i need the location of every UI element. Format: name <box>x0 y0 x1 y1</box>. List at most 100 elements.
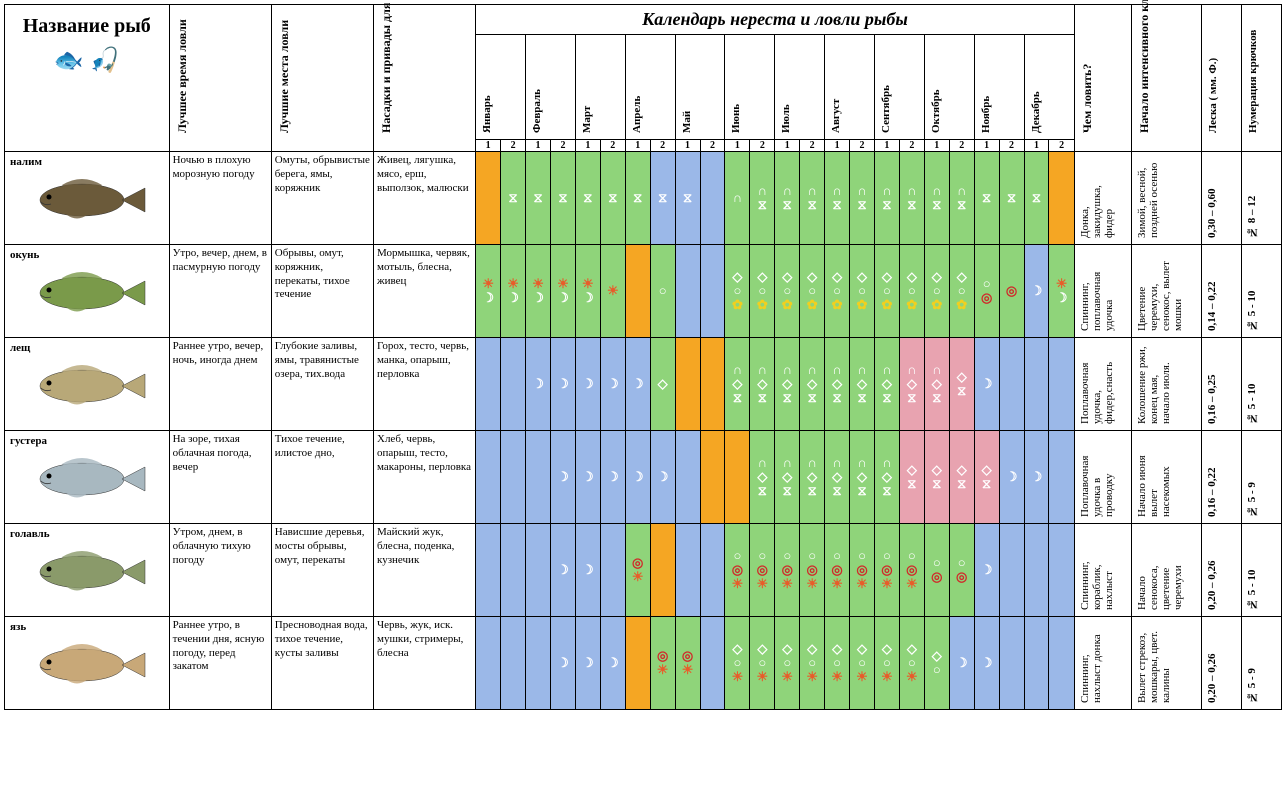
calendar-cell: ○◎☀ <box>800 524 825 617</box>
calendar-cell: ◇⧖ <box>949 338 974 431</box>
hourglass-icon: ⧖ <box>800 391 824 405</box>
calendar-cell: ◇○☀ <box>800 617 825 710</box>
moon-icon: ☽ <box>551 470 575 484</box>
half-month-header: 2 <box>999 140 1024 152</box>
moon-icon: ☽ <box>551 291 575 305</box>
text-cell-bait: Горох, тесто, червь, манка, опарыш, перл… <box>374 338 476 431</box>
col-line: Леска ( мм. Ф.) <box>1201 5 1241 152</box>
hourglass-icon: ⧖ <box>775 198 799 212</box>
arch-icon: ∩ <box>750 363 774 377</box>
diamond-icon: ◇ <box>850 642 874 656</box>
calendar-cell: ☀☽ <box>476 245 501 338</box>
text-cell-best_time: Раннее утро, вечер, ночь, иногда днем <box>169 338 271 431</box>
hourglass-icon: ⧖ <box>925 391 949 405</box>
diamond-icon: ◇ <box>850 377 874 391</box>
tail-cell-hooks: № 5 - 9 <box>1241 431 1281 524</box>
diamond-icon: ◇ <box>875 470 899 484</box>
calendar-cell: ∩⧖ <box>924 152 949 245</box>
month-header: Январь <box>476 35 526 140</box>
arch-icon: ∩ <box>850 456 874 470</box>
circle-icon: ○ <box>775 284 799 298</box>
calendar-cell <box>1024 524 1049 617</box>
text-cell-best_time: Утром, днем, в облачную тихую погоду <box>169 524 271 617</box>
moon-icon: ☽ <box>551 563 575 577</box>
flower-icon: ✿ <box>725 298 749 312</box>
flower-icon: ✿ <box>925 298 949 312</box>
flower-icon: ✿ <box>775 298 799 312</box>
calendar-cell: ◇○✿ <box>924 245 949 338</box>
hourglass-icon: ⧖ <box>750 198 774 212</box>
calendar-title: Календарь нереста и ловли рыбы <box>476 5 1075 35</box>
tail-cell-intensive: Колошение ржи, конец мая, начало июля. <box>1132 338 1202 431</box>
calendar-cell: ∩◇⧖ <box>850 431 875 524</box>
tail-cell-tackle: Донка, закидушка, фидер <box>1074 152 1131 245</box>
tail-cell-tackle: Спиннинг, нахлыст донка <box>1074 617 1131 710</box>
diamond-icon: ◇ <box>775 377 799 391</box>
diamond-icon: ◇ <box>800 270 824 284</box>
moon-icon: ☽ <box>1049 291 1073 305</box>
sun-icon: ☀ <box>1049 277 1073 291</box>
calendar-cell <box>1049 617 1074 710</box>
col-best-time: Лучшее время ловли <box>169 5 271 152</box>
text-cell-bait: Майский жук, блесна, поденка, кузнечик <box>374 524 476 617</box>
fish-name-cell: налим <box>5 152 170 245</box>
calendar-cell: ☽ <box>550 524 575 617</box>
target-icon: ◎ <box>850 563 874 577</box>
calendar-cell <box>675 338 700 431</box>
sun-icon: ☀ <box>626 570 650 584</box>
hourglass-icon: ⧖ <box>850 391 874 405</box>
diamond-icon: ◇ <box>900 270 924 284</box>
circle-icon: ○ <box>875 549 899 563</box>
calendar-cell: ◇○☀ <box>825 617 850 710</box>
calendar-cell: ☽ <box>625 338 650 431</box>
text-cell-best_place: Тихое течение, илистое дно, <box>271 431 373 524</box>
half-month-header: 2 <box>600 140 625 152</box>
sun-icon: ☀ <box>501 277 525 291</box>
hourglass-icon: ⧖ <box>900 477 924 491</box>
arch-icon: ∩ <box>875 184 899 198</box>
diamond-icon: ◇ <box>975 463 999 477</box>
fish-name-cell: окунь <box>5 245 170 338</box>
fish-row: язь Раннее утро, в течении дня, ясную по… <box>5 617 1282 710</box>
circle-icon: ○ <box>925 663 949 677</box>
calendar-cell: ∩◇⧖ <box>775 338 800 431</box>
calendar-cell <box>1049 152 1074 245</box>
month-header: Апрель <box>625 35 675 140</box>
calendar-cell: ∩◇⧖ <box>924 338 949 431</box>
calendar-cell: ◇○✿ <box>949 245 974 338</box>
month-header: Октябрь <box>924 35 974 140</box>
calendar-cell: ◇○☀ <box>874 617 899 710</box>
flower-icon: ✿ <box>900 298 924 312</box>
calendar-cell: ☀ <box>600 245 625 338</box>
diamond-icon: ◇ <box>925 463 949 477</box>
sun-icon: ☀ <box>900 670 924 684</box>
diamond-icon: ◇ <box>800 642 824 656</box>
diamond-icon: ◇ <box>900 642 924 656</box>
col-fish-name: Название рыб 🐟 🎣 <box>5 5 170 152</box>
diamond-icon: ◇ <box>775 270 799 284</box>
tail-cell-line: 0,14 – 0,22 <box>1201 245 1241 338</box>
col-hooks: Нумерация крючков <box>1241 5 1281 152</box>
calendar-cell: ∩⧖ <box>899 152 924 245</box>
target-icon: ◎ <box>800 563 824 577</box>
calendar-cell <box>600 524 625 617</box>
sun-icon: ☀ <box>825 670 849 684</box>
arch-icon: ∩ <box>875 456 899 470</box>
calendar-cell <box>700 617 725 710</box>
calendar-cell <box>650 524 675 617</box>
hourglass-icon: ⧖ <box>825 391 849 405</box>
arch-icon: ∩ <box>825 184 849 198</box>
calendar-cell <box>700 245 725 338</box>
calendar-cell: ⧖ <box>526 152 551 245</box>
moon-icon: ☽ <box>576 291 600 305</box>
hourglass-icon: ⧖ <box>800 198 824 212</box>
arch-icon: ∩ <box>875 363 899 377</box>
flower-icon: ✿ <box>875 298 899 312</box>
half-month-header: 2 <box>650 140 675 152</box>
calendar-cell: ◇○✿ <box>725 245 750 338</box>
calendar-cell <box>526 431 551 524</box>
calendar-cell <box>675 524 700 617</box>
calendar-cell: ○◎ <box>924 524 949 617</box>
target-icon: ◎ <box>825 563 849 577</box>
diamond-icon: ◇ <box>900 377 924 391</box>
